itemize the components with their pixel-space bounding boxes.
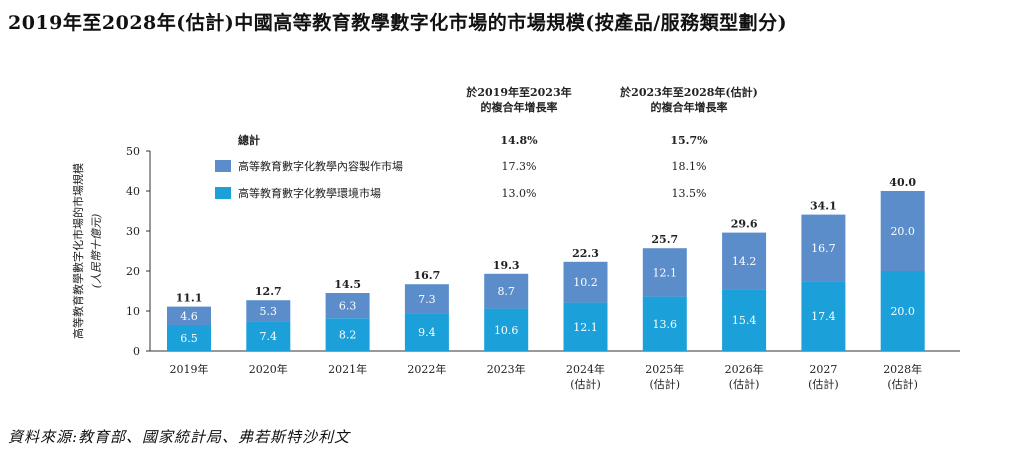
data-label-content: 4.6 [180,310,198,323]
data-label-environment: 7.4 [260,330,278,343]
legend-label: 高等教育數字化教學環境市場 [238,186,381,200]
x-tick-label: 2025年 [645,362,684,376]
cagr-value: 18.1% [672,160,707,173]
y-tick-label: 30 [126,225,140,238]
total-label: 19.3 [493,259,520,272]
data-label-content: 16.7 [811,242,836,255]
chart-title: 2019年至2028年(估計)中國高等教育教學數字化市場的市場規模(按產品/服務… [8,12,788,34]
bar-segment-environment [880,271,925,351]
bar-segment-content [246,300,291,322]
cagr-header: 的複合年增長率 [481,100,558,114]
bar-segment-environment [167,325,211,351]
x-tick-label: 2027 [809,363,837,376]
x-tick-label: (估計) [729,377,760,391]
bar-segment-content [404,284,449,314]
x-tick-label: 2020年 [249,362,288,376]
bar-segment-environment [484,308,529,351]
bar-segment-environment [563,302,608,351]
bar-segment-content [484,273,529,309]
cagr-value: 17.3% [502,160,537,173]
bar-segment-content [722,232,767,290]
x-tick-label: (估計) [650,377,681,391]
bar-segment-environment [801,281,846,351]
data-label-content: 7.3 [418,293,436,306]
bar-segment-content [167,306,211,325]
data-label-environment: 8.2 [339,329,357,342]
data-label-environment: 6.5 [180,332,198,345]
bar-segment-content [880,191,925,271]
bar-segment-content [801,214,846,282]
x-tick-label: 2028年 [883,362,922,376]
y-tick-label: 0 [133,345,140,358]
cagr-header: 於2019年至2023年 [465,85,571,99]
data-label-content: 6.3 [339,300,357,313]
x-tick-label: 2019年 [170,362,209,376]
total-label: 40.0 [889,176,916,189]
data-label-content: 20.0 [890,225,915,238]
y-tick-label: 10 [126,305,140,318]
legend-label: 高等教育數字化教學內容製作市場 [238,159,403,173]
cagr-value: 14.8% [500,134,538,147]
bar-segment-environment [722,289,767,351]
cagr-header: 於2023年至2028年(估計) [619,85,758,99]
cagr-value: 13.5% [672,187,707,200]
x-tick-label: 2022年 [407,362,446,376]
x-tick-label: (估計) [570,377,601,391]
legend-swatch [215,187,231,199]
y-tick-label: 50 [126,145,140,158]
x-tick-label: 2026年 [725,362,764,376]
cagr-value: 15.7% [670,134,708,147]
y-tick-label: 20 [126,265,140,278]
bar-segment-environment [325,318,370,351]
total-label: 14.5 [334,278,361,291]
legend-swatch [215,160,231,172]
data-label-environment: 10.6 [494,324,519,337]
total-label: 29.6 [731,218,758,231]
x-tick-label: (估計) [887,377,918,391]
x-tick-label: (估計) [808,377,839,391]
bar-segment-environment [246,321,291,351]
bar-segment-content [642,248,687,297]
data-label-environment: 13.6 [653,318,678,331]
y-axis-unit: (人民幣十億元) [90,214,103,289]
total-label: 16.7 [414,269,441,282]
data-label-content: 8.7 [497,285,515,298]
data-label-environment: 17.4 [811,310,836,323]
cagr-header: 的複合年增長率 [651,100,728,114]
data-label-environment: 20.0 [890,305,915,318]
data-label-content: 12.1 [653,266,678,279]
x-tick-label: 2023年 [487,362,526,376]
data-label-environment: 12.1 [573,321,598,334]
x-tick-label: 2024年 [566,362,605,376]
y-axis-label: 高等教育教學數字化市場的市場規模 [71,163,85,339]
data-label-content: 5.3 [260,305,278,318]
data-label-environment: 9.4 [418,326,436,339]
data-label-content: 10.2 [573,276,598,289]
bar-segment-environment [404,313,449,351]
bar-segment-environment [642,296,687,351]
source-note: 資料來源:教育部、國家統計局、弗若斯特沙利文 [8,428,351,446]
x-tick-label: 2021年 [328,362,367,376]
cagr-value: 13.0% [502,187,537,200]
bar-segment-content [563,261,608,303]
data-label-environment: 15.4 [732,314,757,327]
total-label: 11.1 [176,292,203,305]
legend-label: 總計 [238,133,260,147]
data-label-content: 14.2 [732,255,757,268]
total-label: 12.7 [255,285,282,298]
total-label: 34.1 [810,200,837,213]
total-label: 25.7 [651,233,678,246]
total-label: 22.3 [572,247,599,260]
bar-segment-content [325,293,370,319]
y-tick-label: 40 [126,185,140,198]
